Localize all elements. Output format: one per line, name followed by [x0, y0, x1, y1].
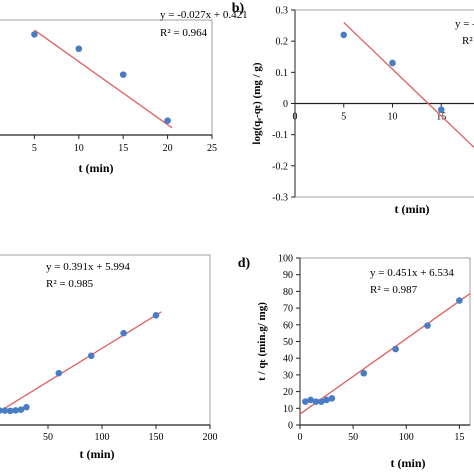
- y-tick-label: -0.1: [272, 130, 288, 141]
- data-point: [23, 403, 30, 411]
- data-point: [17, 406, 25, 414]
- x-axis-label: t (min): [80, 447, 115, 461]
- data-point: [323, 396, 330, 404]
- data-point: [312, 398, 320, 405]
- x-tick-label: 50: [43, 432, 53, 443]
- panel-c-chart: 50 100 150 200 t (min) y = 0.391x + 5.994 R² =…: [0, 254, 218, 461]
- y-tick-label: 10: [283, 404, 293, 415]
- data-point: [302, 398, 309, 405]
- data-point: [6, 407, 14, 415]
- data-point: [75, 45, 83, 53]
- data-point: [456, 297, 463, 304]
- data-point: [392, 345, 399, 353]
- data-point: [87, 352, 95, 360]
- r-squared-label: R² = 0.: [462, 35, 474, 47]
- data-point: [152, 312, 160, 319]
- r-squared-label: R² = 0.985: [46, 278, 94, 290]
- x-tick-label: 100: [399, 432, 414, 443]
- y-tick-label: 0.3: [276, 6, 289, 17]
- data-point: [12, 407, 19, 414]
- data-point: [120, 329, 127, 337]
- x-tick-label: 10: [388, 112, 398, 123]
- data-point: [1, 407, 9, 414]
- x-tick-label: 100: [95, 432, 110, 443]
- x-tick-label: 200: [203, 432, 218, 443]
- trendline-equation: y = -0.027x + 0.421: [160, 9, 248, 21]
- data-point: [164, 117, 171, 124]
- x-axis-label: t (min): [79, 161, 114, 175]
- data-point: [328, 394, 336, 402]
- x-tick-label: 10: [74, 143, 84, 154]
- r-squared-label: R² = 0.964: [160, 27, 208, 39]
- x-tick-label: 150: [149, 432, 164, 443]
- trendline: [299, 293, 471, 415]
- y-tick-label: 0: [288, 421, 293, 432]
- data-point: [119, 71, 127, 78]
- x-tick-label: 15: [118, 143, 128, 154]
- y-tick-label: 100: [278, 254, 293, 265]
- data-point: [360, 369, 368, 377]
- data-point: [437, 106, 445, 114]
- x-tick-label: 5: [341, 112, 346, 123]
- data-point: [307, 396, 314, 404]
- y-tick-label: 0.1: [276, 68, 289, 79]
- data-point: [389, 59, 396, 67]
- data-point: [340, 31, 348, 39]
- trendline-equation: y = 0.391x + 5.994: [46, 261, 130, 273]
- data-point: [424, 322, 431, 329]
- x-tick-label: 50: [348, 432, 358, 443]
- x-axis-label: t (min): [395, 202, 430, 216]
- y-tick-label: 50: [283, 337, 293, 348]
- x-tick-label: 15: [454, 432, 464, 443]
- panel-a-chart: 5 10 15 20 25 t (min) y = -0.027x + 0.421 R² = …: [0, 9, 248, 175]
- x-tick-label: 20: [163, 143, 173, 154]
- y-tick-label: 70: [283, 304, 293, 315]
- y-tick-label: 20: [283, 387, 293, 398]
- trendline-equation: y = 0.451x + 6.534: [370, 267, 454, 279]
- x-axis-label: t (min): [391, 456, 426, 470]
- data-point: [55, 369, 63, 377]
- data-point: [31, 31, 38, 38]
- panel-label: d): [238, 256, 251, 271]
- r-squared-label: R² = 0.987: [370, 284, 418, 296]
- x-tick-label: 25: [207, 143, 217, 154]
- y-tick-label: 30: [283, 370, 293, 381]
- y-tick-label: 90: [283, 270, 293, 281]
- x-tick-label: 0: [298, 432, 303, 443]
- y-tick-label: 0: [283, 99, 288, 110]
- panel-label: b): [232, 1, 245, 16]
- y-tick-label: 0.2: [276, 37, 289, 48]
- trendline: [343, 21, 474, 149]
- plot-frame: [0, 254, 211, 426]
- y-tick-label: 60: [283, 320, 293, 331]
- y-tick-label: -0.2: [272, 161, 288, 172]
- trendline: [34, 29, 173, 129]
- y-tick-label: 40: [283, 354, 293, 365]
- y-tick-label: -0.3: [272, 193, 288, 204]
- x-tick-label: 15: [436, 112, 446, 123]
- x-tick-label: 5: [32, 143, 37, 154]
- data-point: [317, 398, 325, 405]
- trendline-equation: y = -0.03: [455, 18, 474, 30]
- y-axis-label: t / qₜ (min.g/ mg): [256, 302, 268, 381]
- y-axis-label: log(qₑ-qₜ) (mg / g): [251, 62, 263, 145]
- trendline: [0, 311, 162, 412]
- y-tick-label: 80: [283, 287, 293, 298]
